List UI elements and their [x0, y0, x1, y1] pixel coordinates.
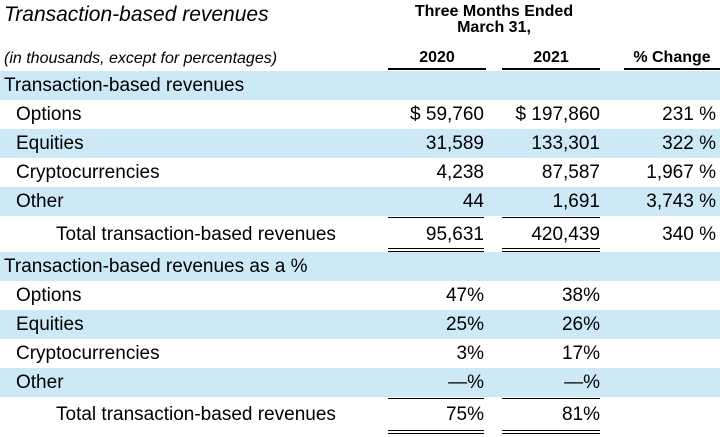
row-label: Cryptocurrencies [16, 343, 160, 364]
value-2021: —% [564, 372, 600, 393]
value-change: 322 % [662, 133, 716, 154]
total-row: Total transaction-based revenues 95,631 … [0, 220, 720, 249]
value-2021: 1,691 [552, 191, 600, 212]
total-row: Total transaction-based revenues 75% 81% [0, 400, 720, 429]
row-label: Options [16, 285, 82, 306]
value-2021: $ 197,860 [515, 104, 600, 125]
section-heading-row: Transaction-based revenues [0, 71, 720, 100]
value-change: 340 % [662, 224, 716, 245]
value-2020: 3% [456, 343, 484, 364]
table-title: Transaction-based revenues [4, 3, 269, 26]
period-line-2: March 31, [457, 19, 531, 36]
table-row: Other 44 1,691 3,743 % [0, 187, 720, 216]
table-row: Equities 31,589 133,301 322 % [0, 129, 720, 158]
units-note: (in thousands, except for percentages) [4, 50, 278, 67]
value-2020: 75% [445, 404, 484, 425]
column-header-2020: 2020 [388, 48, 486, 70]
table-row: Cryptocurrencies 4,238 87,587 1,967 % [0, 158, 720, 187]
total-double-rule-2020 [388, 248, 484, 252]
value-2020: 4,238 [436, 162, 484, 183]
value-2020: —% [448, 372, 484, 393]
value-change: 231 % [662, 104, 716, 125]
value-2021: 420,439 [531, 224, 600, 245]
period-header: Three Months Ended March 31, [388, 4, 600, 36]
section-heading: Transaction-based revenues as a % [4, 256, 308, 277]
total-double-rule-2021 [502, 430, 600, 434]
value-2020: 47% [445, 285, 484, 306]
value-2021: 81% [561, 404, 600, 425]
row-label: Total transaction-based revenues [56, 404, 336, 425]
value-change: 3,743 % [646, 191, 716, 212]
subtotal-rule-2021 [502, 217, 600, 218]
row-label: Other [16, 372, 64, 393]
value-2021: 17% [561, 343, 600, 364]
value-2020: 95,631 [425, 224, 484, 245]
row-label: Equities [16, 133, 84, 154]
table-row: Options $ 59,760 $ 197,860 231 % [0, 100, 720, 129]
value-2020: $ 59,760 [410, 104, 484, 125]
table-row: Options 47% 38% [0, 281, 720, 310]
section-heading-row: Transaction-based revenues as a % [0, 252, 720, 281]
table-row: Equities 25% 26% [0, 310, 720, 339]
value-2021: 26% [561, 314, 600, 335]
column-header-change: % Change [624, 48, 720, 70]
total-double-rule-2021 [502, 248, 600, 252]
value-2020: 31,589 [425, 133, 484, 154]
subtotal-rule-2021 [502, 398, 600, 399]
row-label: Cryptocurrencies [16, 162, 160, 183]
value-2021: 133,301 [531, 133, 600, 154]
row-label: Options [16, 104, 82, 125]
table-row: Cryptocurrencies 3% 17% [0, 339, 720, 368]
value-2020: 25% [445, 314, 484, 335]
column-header-2021: 2021 [502, 48, 600, 70]
value-change: 1,967 % [646, 162, 716, 183]
row-label: Equities [16, 314, 84, 335]
row-label: Total transaction-based revenues [56, 224, 336, 245]
value-2021: 87,587 [541, 162, 600, 183]
value-2020: 44 [462, 191, 484, 212]
table-row: Other —% —% [0, 368, 720, 397]
row-label: Other [16, 191, 64, 212]
total-double-rule-2020 [388, 430, 484, 434]
subtotal-rule-2020 [388, 398, 484, 399]
subtotal-rule-2020 [388, 217, 484, 218]
value-2021: 38% [561, 285, 600, 306]
section-heading: Transaction-based revenues [4, 75, 245, 96]
period-line-1: Three Months Ended [414, 3, 574, 20]
